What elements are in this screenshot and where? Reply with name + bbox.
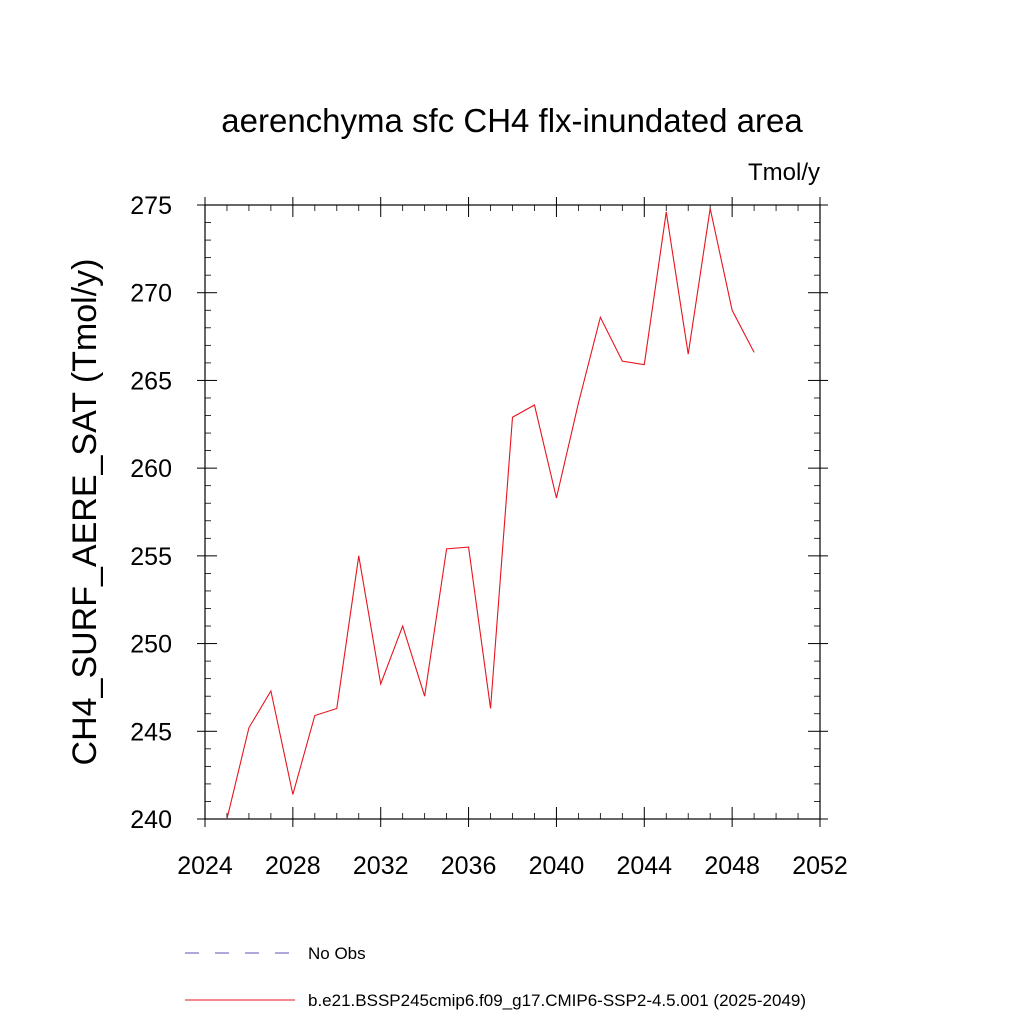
plot-frame: [204, 204, 821, 820]
x-tick-label: 2048: [704, 852, 760, 880]
series-layer: [226, 208, 755, 820]
tick-labels: 2024 2028 2032 2036 2040 2044 2048 2052 240 245 25…: [130, 192, 848, 880]
y-tick-label: 255: [130, 543, 172, 571]
y-tick-label: 250: [130, 631, 172, 659]
series-line-1: [226, 208, 755, 820]
y-tick-label: 265: [130, 367, 172, 395]
y-tick-label: 275: [130, 192, 172, 220]
y-tick-label: 245: [130, 718, 172, 746]
y-axis-label: CH4_SURF_AERE_SAT (Tmol/y): [66, 259, 104, 766]
legend-label-1: b.e21.BSSP245cmip6.f09_g17.CMIP6-SSP2-4.…: [308, 991, 806, 1010]
x-tick-label: 2040: [529, 852, 585, 880]
x-tick-label: 2044: [616, 852, 672, 880]
x-tick-label: 2024: [177, 852, 233, 880]
legend: No Obs b.e21.BSSP245cmip6.f09_g17.CMIP6-S…: [185, 944, 806, 1010]
x-tick-label: 2052: [792, 852, 848, 880]
x-tick-label: 2032: [353, 852, 409, 880]
x-tick-label: 2036: [441, 852, 497, 880]
axis-ticks: [197, 197, 828, 827]
units-label: Tmol/y: [748, 159, 820, 186]
y-tick-label: 270: [130, 280, 172, 308]
x-tick-label: 2028: [265, 852, 321, 880]
y-tick-label: 240: [130, 806, 172, 834]
y-tick-label: 260: [130, 455, 172, 483]
chart-title: aerenchyma sfc CH4 flx-inundated area: [221, 102, 803, 139]
legend-label-0: No Obs: [308, 944, 366, 963]
